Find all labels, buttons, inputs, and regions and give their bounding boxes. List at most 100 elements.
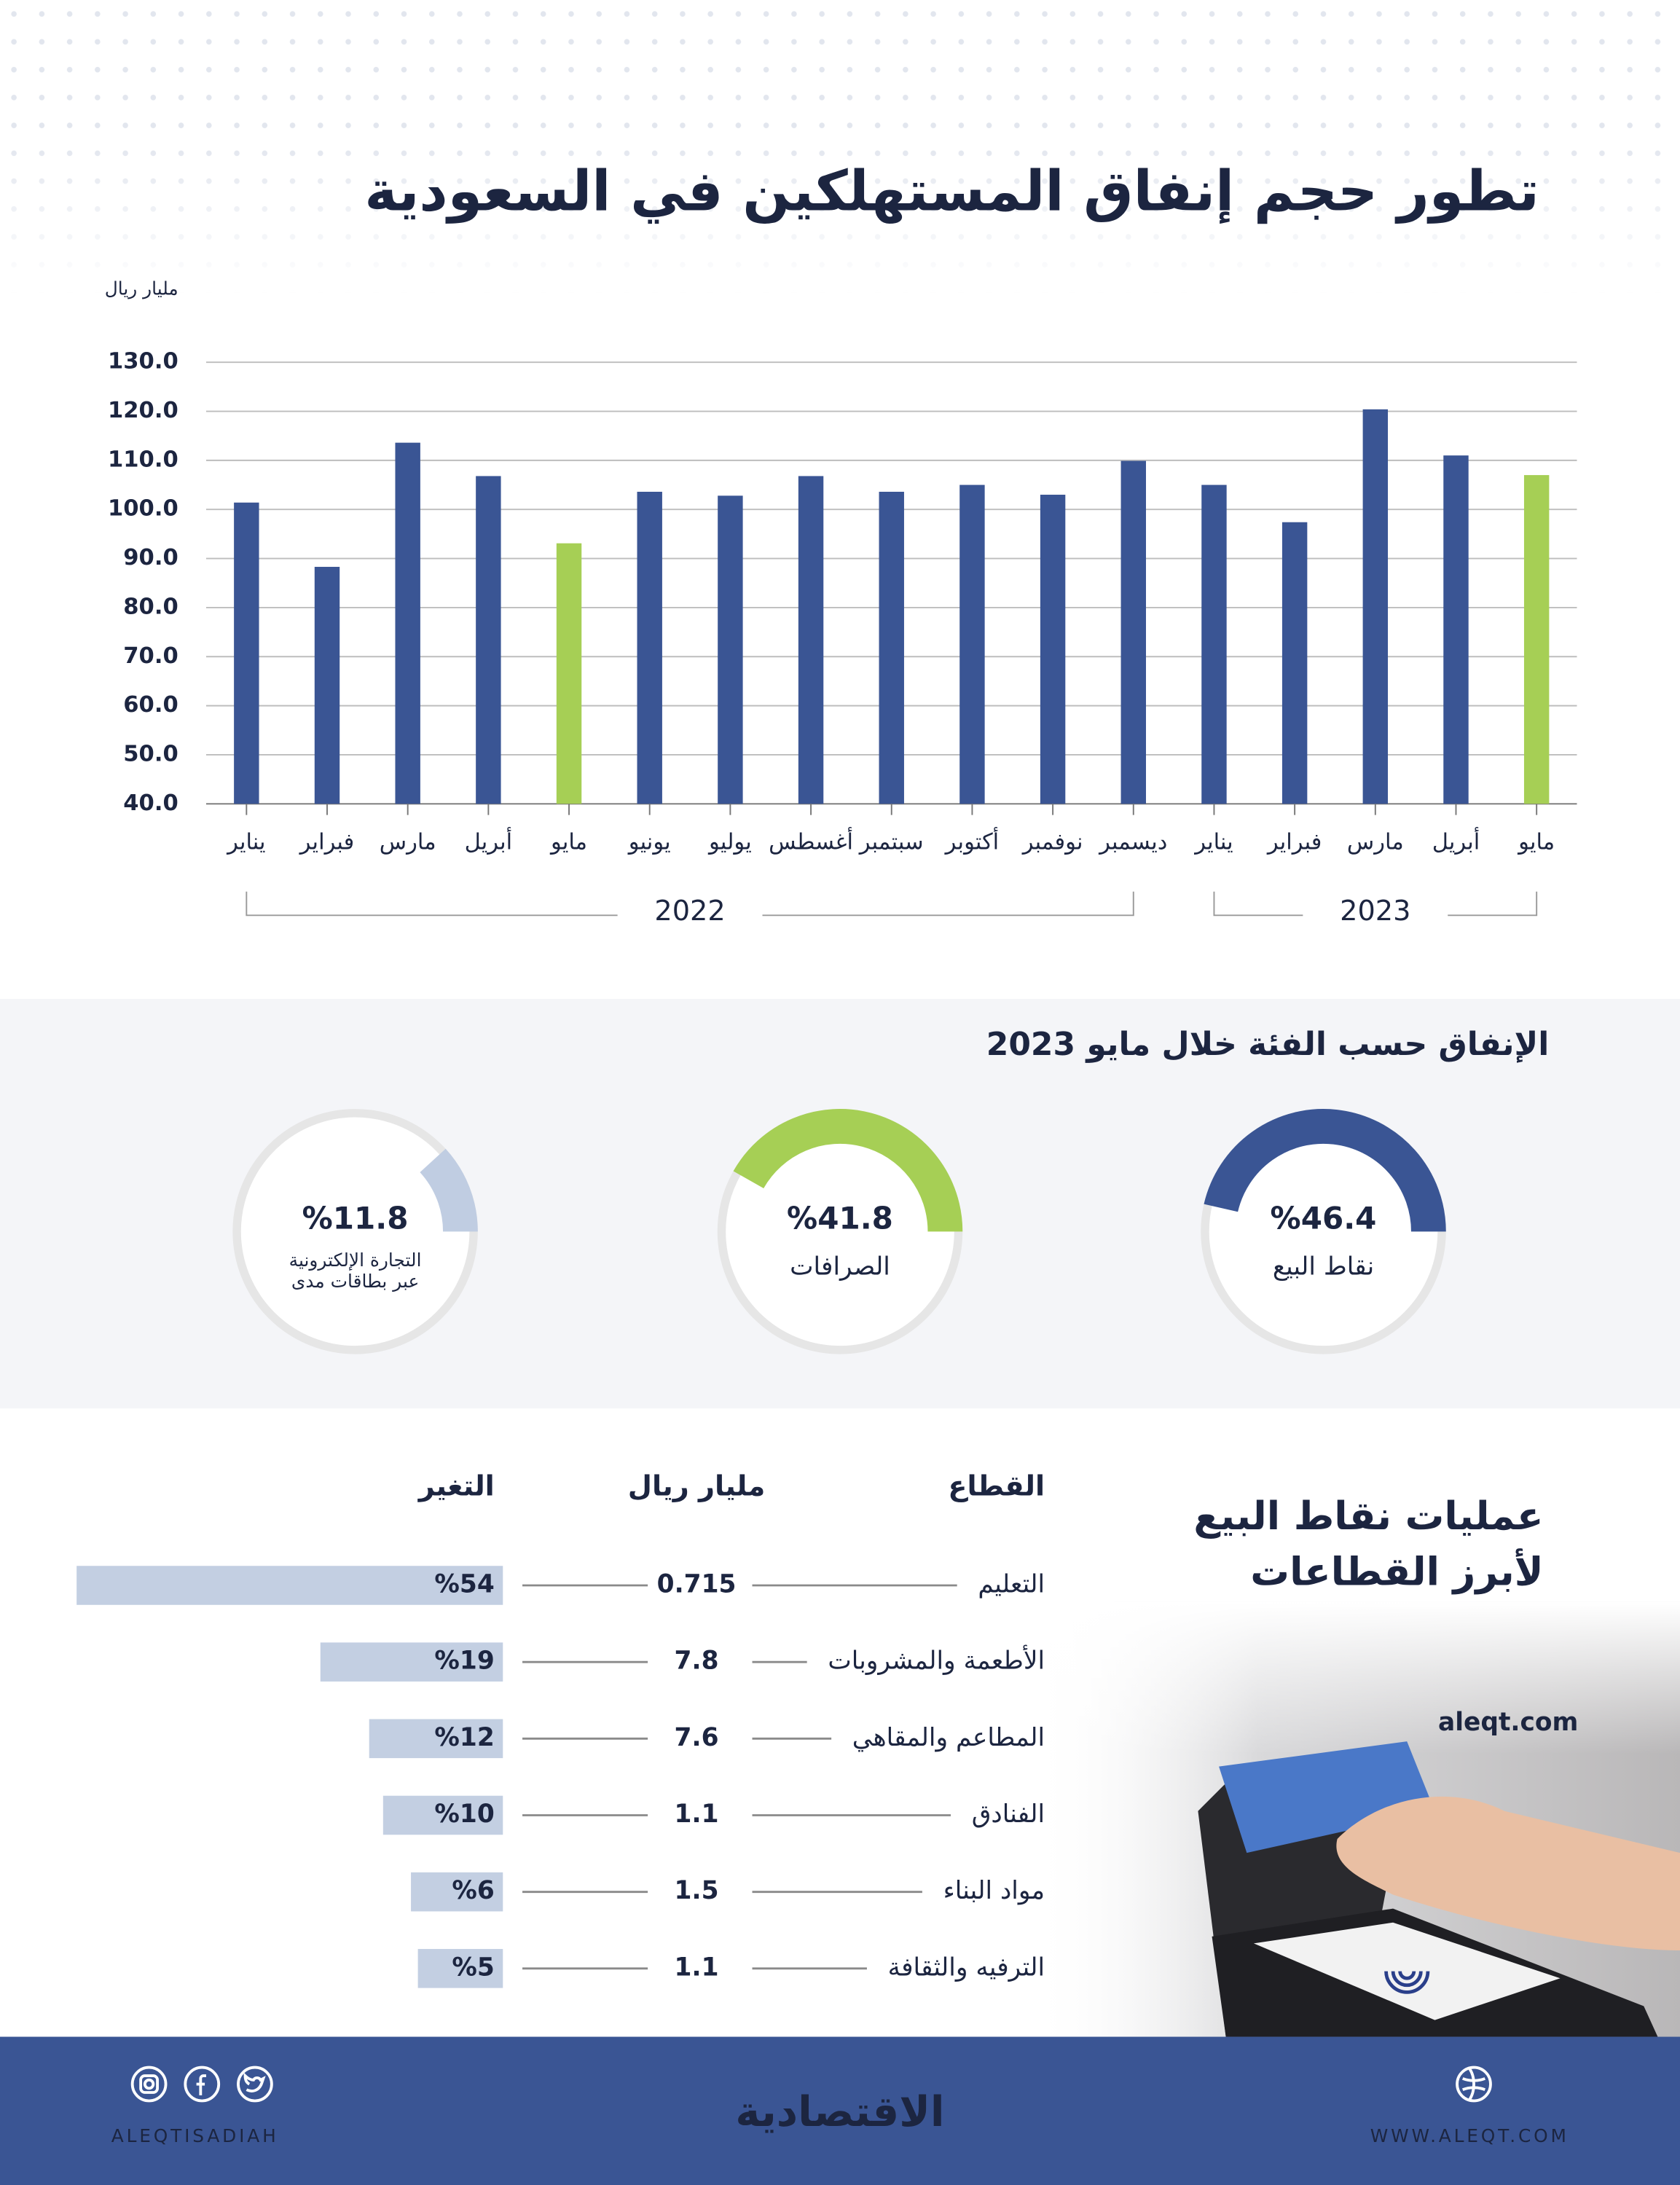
sector-value: 1.1 [675, 1800, 719, 1829]
y-tick-label: 120.0 [108, 398, 178, 423]
bar [314, 567, 340, 804]
web-icon[interactable] [1456, 2066, 1492, 2103]
gauge-value: %46.4 [1271, 1201, 1377, 1236]
x-tick-label: مايو [1517, 829, 1555, 855]
year-label: 2023 [1340, 895, 1410, 927]
sector-name: الترفيه والثقافة [888, 1953, 1045, 1982]
gauge-title: الإنفاق حسب الفئة خلال مايو 2023 [986, 1026, 1550, 1063]
table-title: عمليات نقاط البيع [1193, 1493, 1543, 1539]
gauge-inner [269, 1145, 442, 1318]
x-tick-label: مايو [549, 829, 587, 855]
sector-name: مواد البناء [943, 1876, 1045, 1905]
table-header: القطاع [948, 1471, 1045, 1503]
sector-name: الأطعمة والمشروبات [828, 1645, 1045, 1676]
gauge-label: التجارة الإلكترونية عبر بطاقات مدى [288, 1251, 422, 1293]
x-tick-label: أبريل [465, 826, 513, 855]
bar [234, 502, 259, 804]
y-tick-label: 60.0 [123, 692, 178, 718]
sector-value: 1.1 [675, 1953, 719, 1982]
x-tick-label: مارس [1347, 829, 1404, 855]
x-tick-label: يونيو [627, 829, 671, 855]
y-tick-label: 110.0 [108, 447, 178, 472]
x-tick-label: ديسمبر [1098, 829, 1167, 855]
facebook-icon[interactable] [184, 2066, 221, 2103]
sector-name: التعليم [978, 1570, 1045, 1599]
footer-logo: الاقتصادية [735, 2087, 944, 2136]
x-tick-label: فبراير [1266, 829, 1322, 855]
bar [1523, 475, 1550, 804]
sector-value: 1.5 [675, 1876, 719, 1905]
bar [959, 485, 985, 804]
x-tick-label: يوليو [707, 829, 752, 855]
x-tick-label: فبراير [299, 829, 355, 855]
change-bar [320, 1642, 503, 1682]
gauge-value: %11.8 [302, 1201, 409, 1236]
y-tick-label: 130.0 [108, 349, 178, 374]
gauge-arc [1204, 1109, 1446, 1232]
bar [879, 491, 904, 804]
table-header: مليار ريال [628, 1471, 765, 1503]
gauge-inner [753, 1145, 927, 1318]
change-label: %10 [434, 1800, 494, 1829]
change-bar [369, 1719, 503, 1759]
x-tick-label: يناير [1193, 829, 1233, 855]
x-tick-label: مارس [380, 829, 436, 855]
y-tick-label: 40.0 [123, 791, 178, 816]
bar [1120, 460, 1146, 804]
y-tick-label: 90.0 [123, 545, 178, 570]
y-tick-label: 50.0 [123, 741, 178, 766]
x-tick-label: أكتوبر [944, 826, 999, 855]
gauge-arc [419, 1148, 478, 1233]
year-label: 2022 [654, 895, 725, 927]
change-bar [417, 1949, 503, 1988]
footer-band [0, 2036, 1680, 2185]
gauge-label-box: التجارة الإلكترونية عبر بطاقات مدى [288, 1251, 422, 1293]
x-tick-label: سبتمبر [858, 829, 924, 855]
table-title: لأبرز القطاعات [1250, 1547, 1543, 1594]
change-bar [382, 1795, 503, 1835]
social-icons [130, 2066, 1492, 2103]
bar [1281, 522, 1308, 804]
change-bar [76, 1566, 503, 1605]
x-tick-label: نوفمبر [1021, 829, 1083, 855]
change-label: %54 [434, 1570, 494, 1599]
change-label: %19 [434, 1647, 494, 1676]
gauge-arc [733, 1109, 963, 1232]
bar [798, 476, 824, 804]
y-tick-label: 80.0 [123, 594, 178, 619]
y-tick-label: 100.0 [108, 496, 178, 522]
chart-title: تطور حجم إنفاق المستهلكين في السعودية [364, 160, 1539, 224]
sector-value: 7.6 [675, 1723, 719, 1752]
change-label: %5 [452, 1953, 494, 1982]
sector-value: 0.715 [657, 1570, 737, 1599]
bar [1443, 455, 1469, 804]
change-label: %12 [434, 1723, 494, 1752]
bar [718, 495, 743, 804]
change-bar [411, 1872, 503, 1912]
change-label: %6 [452, 1876, 494, 1905]
sector-value: 7.8 [675, 1647, 719, 1676]
instagram-icon[interactable] [130, 2066, 168, 2103]
x-tick-label: يناير [226, 829, 265, 855]
gauge-label: نقاط البيع [1273, 1252, 1374, 1282]
gauge-inner [1236, 1145, 1410, 1318]
x-tick-label: أغسطس [769, 826, 853, 855]
dot-fade [0, 139, 1680, 293]
twitter-icon[interactable] [237, 2066, 273, 2103]
table-header: التغير [417, 1471, 495, 1503]
x-tick-label: أبريل [1432, 826, 1480, 855]
bar [395, 442, 420, 804]
bar [556, 543, 582, 804]
year-label-bg [617, 898, 763, 933]
bar [1201, 485, 1227, 804]
photo-caption: aleqt.com [1438, 1708, 1578, 1737]
sector-name: المطاعم والمقاهي [852, 1723, 1045, 1752]
gauge-label: الصرافات [790, 1252, 890, 1282]
bar [1362, 409, 1389, 804]
footer-website: WWW.ALEQT.COM [1370, 2125, 1569, 2146]
year-label-bg [1303, 898, 1448, 933]
y-tick-label: 70.0 [123, 643, 178, 669]
bar [637, 491, 662, 804]
